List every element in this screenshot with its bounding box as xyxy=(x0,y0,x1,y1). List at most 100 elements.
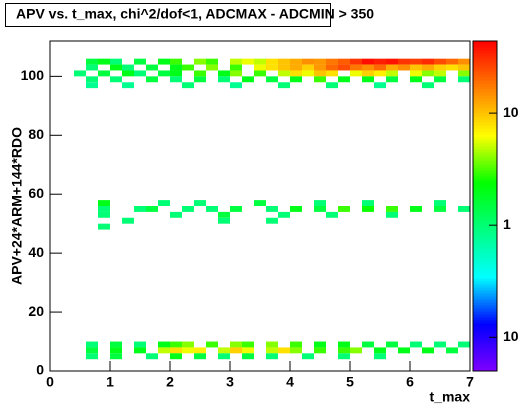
x-tick-label: 7 xyxy=(466,374,474,390)
color-bar-step xyxy=(473,77,497,81)
cell xyxy=(158,341,170,348)
color-bar-step xyxy=(473,263,497,267)
color-bar-step xyxy=(473,128,497,132)
color-bar-step xyxy=(473,200,497,204)
color-bar-step xyxy=(473,311,497,315)
color-bar-step xyxy=(473,92,497,96)
cell xyxy=(314,76,326,83)
color-bar-step xyxy=(473,110,497,114)
cell xyxy=(338,353,350,360)
color-bar-step xyxy=(473,95,497,99)
color-bar-step xyxy=(473,179,497,183)
cell xyxy=(362,76,374,83)
cell xyxy=(386,211,398,218)
y-tick-label: 100 xyxy=(21,67,45,83)
cell xyxy=(242,341,254,348)
cell xyxy=(206,206,218,212)
color-bar-step xyxy=(473,332,497,336)
color-bar-step xyxy=(473,224,497,228)
cell xyxy=(290,206,302,212)
color-bar-step xyxy=(473,104,497,108)
color-bar-step xyxy=(473,242,497,246)
cell xyxy=(146,64,158,71)
color-bar-step xyxy=(473,134,497,138)
x-tick-label: 4 xyxy=(286,374,294,390)
cell xyxy=(230,341,242,348)
cell xyxy=(434,200,446,206)
cell xyxy=(290,347,302,354)
cells xyxy=(74,58,470,360)
cell xyxy=(254,200,266,206)
z-tick-label: 10 xyxy=(503,104,519,120)
cell xyxy=(98,211,110,218)
chart-title: APV vs. t_max, chi^2/dof<1, ADCMAX - ADC… xyxy=(16,6,374,22)
cell xyxy=(230,70,242,77)
cell xyxy=(242,353,254,360)
color-bar-step xyxy=(473,182,497,186)
cell xyxy=(158,58,170,65)
cell xyxy=(386,70,398,77)
cell xyxy=(278,82,290,89)
color-bar-step xyxy=(473,329,497,333)
cell xyxy=(230,82,242,89)
cell xyxy=(362,200,374,206)
color-bar-step xyxy=(473,236,497,240)
cell xyxy=(446,64,458,71)
color-bar-frame xyxy=(472,40,498,372)
y-tick-label: 40 xyxy=(28,244,44,260)
cell xyxy=(266,64,278,71)
cell xyxy=(398,64,410,71)
cell xyxy=(218,353,230,360)
cell xyxy=(338,64,350,71)
cell xyxy=(422,70,434,77)
cell xyxy=(170,58,182,65)
cell xyxy=(122,217,134,224)
cell xyxy=(242,76,254,83)
cell xyxy=(434,76,446,83)
cell xyxy=(410,341,422,348)
color-bar-step xyxy=(473,101,497,105)
cell xyxy=(374,64,386,71)
cell xyxy=(206,58,218,65)
cell xyxy=(266,347,278,354)
color-bar-step xyxy=(473,89,497,93)
cell xyxy=(434,206,446,212)
color-bar-step xyxy=(473,53,497,57)
color-bar-step xyxy=(473,290,497,294)
cell xyxy=(134,58,146,65)
cell xyxy=(110,58,122,65)
color-bar-step xyxy=(473,356,497,360)
cell xyxy=(206,341,218,348)
cell xyxy=(278,347,290,354)
cell xyxy=(410,70,422,77)
title-box xyxy=(5,3,331,27)
color-bar-step xyxy=(473,116,497,120)
cell xyxy=(278,64,290,71)
color-bar-step xyxy=(473,275,497,279)
cell xyxy=(158,200,170,206)
cell xyxy=(146,206,158,212)
cell xyxy=(170,211,182,218)
color-bar-step xyxy=(473,140,497,144)
cell xyxy=(338,206,350,212)
color-bar-step xyxy=(473,338,497,342)
cell xyxy=(398,347,410,354)
color-bar-step xyxy=(473,122,497,126)
cell xyxy=(122,82,134,89)
color-bar-step xyxy=(473,245,497,249)
cell xyxy=(422,64,434,71)
cell xyxy=(134,347,146,354)
y-axis-label: APV+24*ARM+144*RDO xyxy=(9,127,25,285)
y-tick-label: 60 xyxy=(28,185,44,201)
cell xyxy=(290,341,302,348)
cell xyxy=(290,76,302,83)
color-bar-step xyxy=(473,161,497,165)
color-bar-step xyxy=(473,176,497,180)
x-axis-label: t_max xyxy=(430,389,471,405)
cell xyxy=(110,64,122,71)
cell xyxy=(386,64,398,71)
cell xyxy=(86,58,98,65)
color-bar-step xyxy=(473,287,497,291)
color-bar-step xyxy=(473,59,497,63)
